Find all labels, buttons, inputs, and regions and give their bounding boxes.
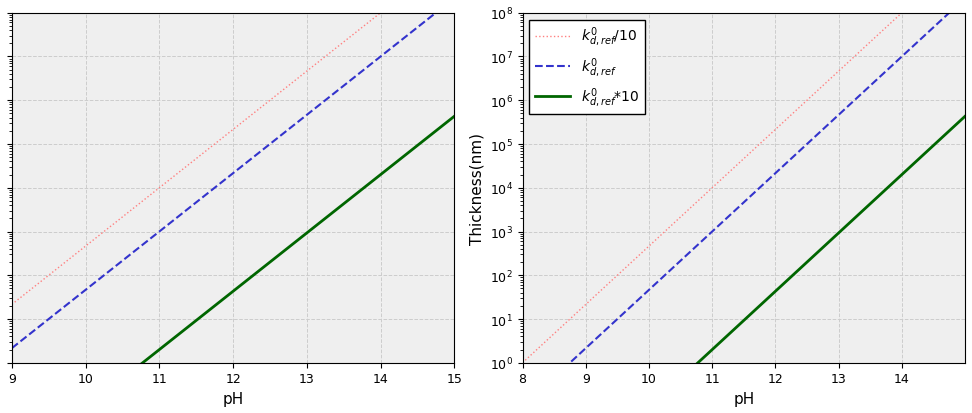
$k_{d,ref}^0$*10 [712,342,723,347]
$k_{d,ref}^0$*10 [959,114,971,119]
$k_{d,ref}^0$ [562,363,573,368]
$k_{d,ref}^0$*10 [696,357,708,362]
Legend: $k_{d,ref}^0$/10, $k_{d,ref}^0$, $k_{d,ref}^0$*10: $k_{d,ref}^0$/10, $k_{d,ref}^0$, $k_{d,r… [530,21,645,115]
$k_{d,ref}^0$ [696,239,708,244]
$k_{d,ref}^0$ [712,225,723,230]
$k_{d,ref}^0$ [862,86,874,91]
$k_{d,ref}^0$*10 [870,197,882,202]
$k_{d,ref}^0$/10 [562,319,573,324]
X-axis label: pH: pH [733,391,754,406]
$k_{d,ref}^0$/10 [820,81,832,85]
Line: $k_{d,ref}^0$: $k_{d,ref}^0$ [523,0,965,406]
$k_{d,ref}^0$*10 [820,242,832,247]
$k_{d,ref}^0$/10 [696,196,708,201]
$k_{d,ref}^0$ [870,79,882,84]
$k_{d,ref}^0$/10 [517,361,529,366]
$k_{d,ref}^0$/10 [862,43,874,48]
Line: $k_{d,ref}^0$/10: $k_{d,ref}^0$/10 [523,0,965,363]
$k_{d,ref}^0$ [820,124,832,129]
$k_{d,ref}^0$*10 [862,204,874,209]
Line: $k_{d,ref}^0$*10: $k_{d,ref}^0$*10 [523,117,965,413]
$k_{d,ref}^0$/10 [712,181,723,186]
$k_{d,ref}^0$/10 [870,36,882,40]
$k_{d,ref}^0$ [959,0,971,2]
$k_{d,ref}^0$ [517,404,529,409]
Y-axis label: Thickness(nm): Thickness(nm) [469,133,484,244]
X-axis label: pH: pH [223,391,244,406]
